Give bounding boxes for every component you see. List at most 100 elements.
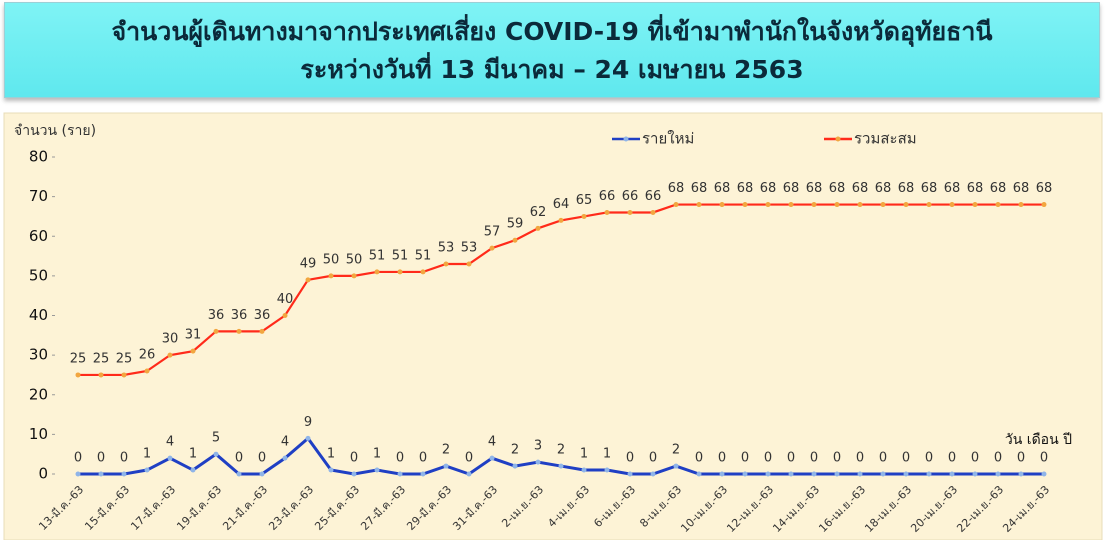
y-tick-label: 80 [29, 148, 48, 166]
data-label: 68 [990, 181, 1007, 196]
data-point [397, 471, 403, 477]
data-label: 68 [714, 181, 731, 196]
data-label: 0 [856, 451, 864, 466]
data-point [190, 348, 196, 354]
data-point [788, 202, 794, 208]
data-label: 4 [166, 435, 174, 450]
y-tick-label: 60 [29, 227, 48, 245]
data-label: 66 [645, 189, 662, 204]
data-label: 2 [557, 443, 565, 458]
data-point [1018, 202, 1024, 208]
data-label: 0 [396, 451, 404, 466]
data-point [236, 328, 242, 334]
data-label: 30 [162, 332, 179, 347]
data-label: 0 [235, 451, 243, 466]
data-point [949, 471, 955, 477]
data-point [857, 471, 863, 477]
data-label: 51 [392, 248, 409, 263]
data-label: 66 [599, 189, 616, 204]
data-point [788, 471, 794, 477]
data-point [144, 368, 150, 374]
data-point [834, 471, 840, 477]
data-label: 1 [143, 447, 151, 462]
data-label: 0 [718, 451, 726, 466]
data-point [282, 455, 288, 461]
data-point [903, 471, 909, 477]
data-label: 68 [898, 181, 915, 196]
data-label: 0 [994, 451, 1002, 466]
data-label: 0 [1040, 451, 1048, 466]
data-point [558, 463, 564, 469]
data-point [696, 471, 702, 477]
data-label: 59 [507, 217, 524, 232]
data-point [351, 471, 357, 477]
data-label: 0 [902, 451, 910, 466]
data-point [880, 202, 886, 208]
data-label: 50 [346, 252, 363, 267]
data-label: 4 [281, 435, 289, 450]
data-label: 68 [691, 181, 708, 196]
data-label: 0 [258, 451, 266, 466]
data-label: 2 [442, 443, 450, 458]
data-point [742, 471, 748, 477]
data-point [374, 467, 380, 473]
data-label: 0 [626, 451, 634, 466]
data-point [811, 202, 817, 208]
data-label: 50 [323, 252, 340, 267]
data-point [995, 202, 1001, 208]
data-label: 0 [764, 451, 772, 466]
data-label: 5 [212, 431, 220, 446]
data-point [719, 471, 725, 477]
data-label: 26 [139, 347, 156, 362]
data-label: 36 [208, 308, 225, 323]
legend-label: รายใหม่ [642, 130, 694, 148]
data-point [443, 261, 449, 267]
data-label: 62 [530, 205, 547, 220]
data-point [857, 202, 863, 208]
data-point [98, 372, 104, 378]
data-point [719, 202, 725, 208]
data-point [374, 269, 380, 275]
data-point [673, 463, 679, 469]
plot-background [3, 112, 1103, 540]
data-point [627, 471, 633, 477]
data-label: 0 [925, 451, 933, 466]
data-label: 0 [695, 451, 703, 466]
data-label: 68 [760, 181, 777, 196]
data-point [880, 471, 886, 477]
data-point [144, 467, 150, 473]
data-point [466, 261, 472, 267]
data-label: 68 [1036, 181, 1053, 196]
data-point [1041, 202, 1047, 208]
data-point [742, 202, 748, 208]
data-point [213, 451, 219, 457]
data-label: 68 [944, 181, 961, 196]
y-axis-label: จำนวน (ราย) [14, 123, 96, 139]
data-point [834, 202, 840, 208]
data-label: 4 [488, 435, 496, 450]
chart-subtitle: ระหว่างวันที่ 13 มีนาคม – 24 เมษายน 2563 [300, 55, 804, 84]
data-label: 1 [189, 447, 197, 462]
data-label: 2 [511, 443, 519, 458]
data-point [305, 277, 311, 283]
title-box: จำนวนผู้เดินทางมาจากประเทศเสี่ยง COVID-1… [4, 2, 1100, 98]
data-point [765, 202, 771, 208]
data-label: 65 [576, 193, 593, 208]
data-label: 0 [971, 451, 979, 466]
data-label: 3 [534, 439, 542, 454]
data-label: 57 [484, 225, 501, 240]
data-label: 0 [419, 451, 427, 466]
data-point [926, 202, 932, 208]
data-point [259, 471, 265, 477]
data-point [512, 463, 518, 469]
data-label: 68 [668, 181, 685, 196]
data-point [328, 467, 334, 473]
data-label: 66 [622, 189, 639, 204]
data-point [995, 471, 1001, 477]
data-label: 1 [580, 447, 588, 462]
data-label: 0 [120, 451, 128, 466]
data-label: 53 [438, 240, 455, 255]
data-point [581, 467, 587, 473]
data-label: 9 [304, 415, 312, 430]
data-label: 53 [461, 240, 478, 255]
